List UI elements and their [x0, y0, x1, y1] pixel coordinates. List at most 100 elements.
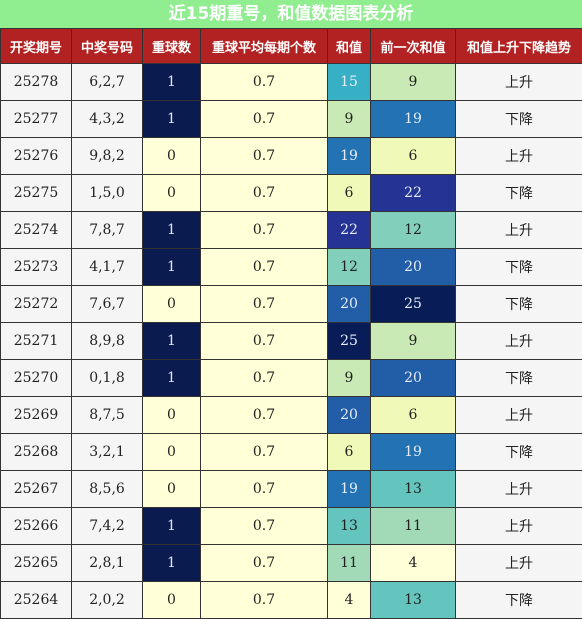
trend-cell: 上升 [456, 397, 582, 434]
previous-sum-cell: 19 [371, 101, 456, 138]
trend-cell: 上升 [456, 138, 582, 175]
repeat-average-cell: 0.7 [201, 582, 328, 619]
period-cell: 25269 [1, 397, 72, 434]
repeat-average-cell: 0.7 [201, 286, 328, 323]
previous-sum-cell: 20 [371, 249, 456, 286]
winning-numbers-cell: 7,8,7 [72, 212, 143, 249]
period-cell: 25272 [1, 286, 72, 323]
trend-cell: 上升 [456, 323, 582, 360]
previous-sum-cell: 4 [371, 545, 456, 582]
sum-cell: 20 [328, 286, 371, 323]
repeat-count-cell: 1 [143, 545, 201, 582]
previous-sum-cell: 9 [371, 323, 456, 360]
winning-numbers-cell: 8,9,8 [72, 323, 143, 360]
trend-cell: 下降 [456, 434, 582, 471]
repeat-count-cell: 1 [143, 508, 201, 545]
period-cell: 25266 [1, 508, 72, 545]
previous-sum-cell: 6 [371, 138, 456, 175]
repeat-count-cell: 0 [143, 138, 201, 175]
trend-cell: 下降 [456, 101, 582, 138]
winning-numbers-cell: 3,2,1 [72, 434, 143, 471]
period-cell: 25264 [1, 582, 72, 619]
repeat-count-cell: 0 [143, 471, 201, 508]
sum-cell: 9 [328, 360, 371, 397]
previous-sum-cell: 13 [371, 471, 456, 508]
sum-cell: 4 [328, 582, 371, 619]
repeat-average-cell: 0.7 [201, 360, 328, 397]
repeat-average-cell: 0.7 [201, 138, 328, 175]
previous-sum-cell: 20 [371, 360, 456, 397]
winning-numbers-cell: 0,1,8 [72, 360, 143, 397]
header-trend: 和值上升下降趋势 [456, 29, 582, 64]
period-cell: 25273 [1, 249, 72, 286]
period-cell: 25278 [1, 64, 72, 101]
sum-cell: 13 [328, 508, 371, 545]
winning-numbers-cell: 8,7,5 [72, 397, 143, 434]
previous-sum-cell: 6 [371, 397, 456, 434]
repeat-count-cell: 1 [143, 249, 201, 286]
trend-cell: 下降 [456, 360, 582, 397]
repeat-count-cell: 1 [143, 212, 201, 249]
winning-numbers-cell: 7,4,2 [72, 508, 143, 545]
repeat-count-cell: 0 [143, 434, 201, 471]
repeat-count-cell: 0 [143, 582, 201, 619]
repeat-average-cell: 0.7 [201, 397, 328, 434]
sum-cell: 20 [328, 397, 371, 434]
repeat-average-cell: 0.7 [201, 64, 328, 101]
previous-sum-cell: 19 [371, 434, 456, 471]
period-cell: 25271 [1, 323, 72, 360]
trend-cell: 下降 [456, 249, 582, 286]
trend-cell: 下降 [456, 286, 582, 323]
header-sum: 和值 [328, 29, 371, 64]
data-table: 开奖期号 中奖号码 重球数 重球平均每期个数 和值 前一次和值 和值上升下降趋势… [0, 28, 582, 619]
header-repeat-average: 重球平均每期个数 [201, 29, 328, 64]
period-cell: 25277 [1, 101, 72, 138]
sum-cell: 22 [328, 212, 371, 249]
previous-sum-cell: 9 [371, 64, 456, 101]
period-cell: 25268 [1, 434, 72, 471]
sum-cell: 6 [328, 175, 371, 212]
previous-sum-cell: 12 [371, 212, 456, 249]
period-cell: 25274 [1, 212, 72, 249]
repeat-count-cell: 1 [143, 64, 201, 101]
sum-cell: 25 [328, 323, 371, 360]
period-cell: 25267 [1, 471, 72, 508]
trend-cell: 下降 [456, 582, 582, 619]
sum-cell: 6 [328, 434, 371, 471]
winning-numbers-cell: 7,6,7 [72, 286, 143, 323]
repeat-average-cell: 0.7 [201, 545, 328, 582]
repeat-count-cell: 0 [143, 175, 201, 212]
sum-cell: 15 [328, 64, 371, 101]
repeat-average-cell: 0.7 [201, 323, 328, 360]
repeat-average-cell: 0.7 [201, 101, 328, 138]
winning-numbers-cell: 9,8,2 [72, 138, 143, 175]
table-header-row: 开奖期号 中奖号码 重球数 重球平均每期个数 和值 前一次和值 和值上升下降趋势 [1, 29, 582, 64]
repeat-average-cell: 0.7 [201, 471, 328, 508]
previous-sum-cell: 25 [371, 286, 456, 323]
repeat-count-cell: 1 [143, 323, 201, 360]
trend-cell: 上升 [456, 508, 582, 545]
page-title: 近15期重号，和值数据图表分析 [0, 0, 582, 28]
repeat-average-cell: 0.7 [201, 508, 328, 545]
period-cell: 25265 [1, 545, 72, 582]
header-previous-sum: 前一次和值 [371, 29, 456, 64]
winning-numbers-cell: 6,2,7 [72, 64, 143, 101]
sum-cell: 12 [328, 249, 371, 286]
previous-sum-cell: 11 [371, 508, 456, 545]
trend-cell: 上升 [456, 545, 582, 582]
header-numbers: 中奖号码 [72, 29, 143, 64]
